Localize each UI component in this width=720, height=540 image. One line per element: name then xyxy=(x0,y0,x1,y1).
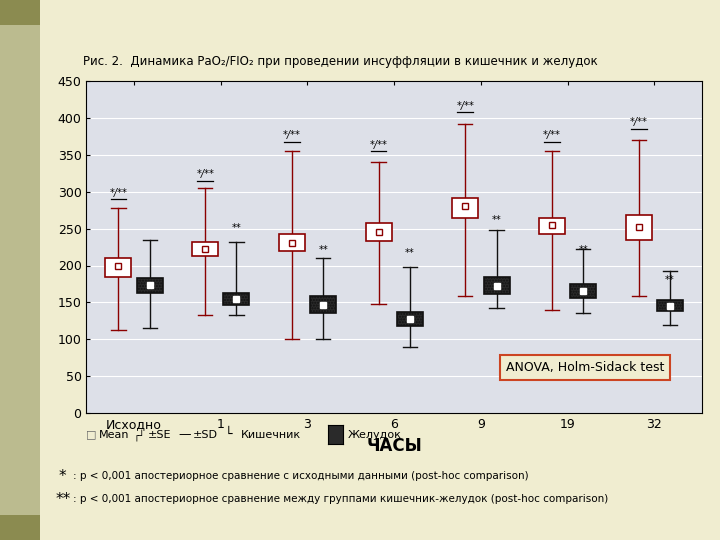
Bar xyxy=(452,198,478,218)
Text: */**: */** xyxy=(283,130,301,140)
Text: ±SE: ±SE xyxy=(148,430,171,440)
Text: : p < 0,001 апостериорное сравнение между группами кишечник-желудок (post-hoc co: : p < 0,001 апостериорное сравнение межд… xyxy=(73,495,608,504)
Text: **: ** xyxy=(318,245,328,255)
Bar xyxy=(137,278,163,293)
Text: **: ** xyxy=(405,248,415,258)
Bar xyxy=(105,258,132,276)
Bar xyxy=(397,312,423,326)
Bar xyxy=(279,234,305,251)
Text: ┌┘: ┌┘ xyxy=(133,429,145,441)
Bar xyxy=(539,218,565,234)
Text: *: * xyxy=(59,469,67,484)
Bar xyxy=(192,242,218,256)
Text: */**: */** xyxy=(456,100,474,111)
Bar xyxy=(657,300,683,311)
Text: : p < 0,001 апостериорное сравнение с исходными данными (post-hoc comparison): : p < 0,001 апостериорное сравнение с ис… xyxy=(73,471,529,481)
Bar xyxy=(310,296,336,313)
Text: └: └ xyxy=(225,428,232,441)
Bar xyxy=(570,284,596,298)
Text: **: ** xyxy=(665,275,675,285)
Text: ANOVA, Holm-Sidack test: ANOVA, Holm-Sidack test xyxy=(505,361,664,374)
Text: □: □ xyxy=(86,430,97,440)
Text: */**: */** xyxy=(630,118,648,127)
Text: **: ** xyxy=(492,215,501,225)
Bar xyxy=(626,215,652,240)
Text: **: ** xyxy=(578,245,588,255)
Bar xyxy=(366,222,392,241)
Text: */**: */** xyxy=(197,169,214,179)
Text: Рис. 2.  Динамика РаО₂/FIO₂ при проведении инсуффляции в кишечник и желудок: Рис. 2. Динамика РаО₂/FIO₂ при проведени… xyxy=(83,55,598,68)
Text: **: ** xyxy=(232,223,241,233)
Text: **: ** xyxy=(55,492,71,507)
Text: —: — xyxy=(179,428,191,441)
Text: Mean: Mean xyxy=(99,430,130,440)
Text: ±SD: ±SD xyxy=(193,430,218,440)
Bar xyxy=(223,293,249,305)
Bar xyxy=(484,276,510,294)
Text: */**: */** xyxy=(109,187,127,198)
Text: Желудок: Желудок xyxy=(348,430,402,440)
Text: */**: */** xyxy=(369,140,387,150)
X-axis label: ЧАСЫ: ЧАСЫ xyxy=(366,436,422,455)
Text: Кишечник: Кишечник xyxy=(240,430,301,440)
Text: */**: */** xyxy=(543,130,561,140)
